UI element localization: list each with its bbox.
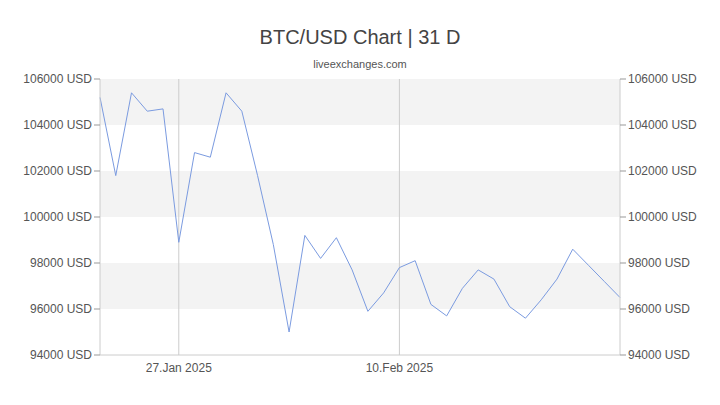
svg-text:100000 USD: 100000 USD: [23, 210, 92, 224]
html-text:liveexchanges.com: liveexchanges.com: [313, 58, 407, 70]
svg-text:96000 USD: 96000 USD: [30, 302, 92, 316]
svg-text:102000 USD: 102000 USD: [628, 164, 697, 178]
svg-text:106000 USD: 106000 USD: [628, 72, 697, 86]
svg-text:94000 USD: 94000 USD: [30, 348, 92, 362]
svg-text:104000 USD: 104000 USD: [628, 118, 697, 132]
svg-text:10.Feb 2025: 10.Feb 2025: [366, 361, 434, 375]
svg-text:98000 USD: 98000 USD: [30, 256, 92, 270]
svg-text:98000 USD: 98000 USD: [628, 256, 690, 270]
html-text:BTC/USD Chart | 31 D: BTC/USD Chart | 31 D: [259, 26, 461, 48]
svg-text:96000 USD: 96000 USD: [628, 302, 690, 316]
svg-text:106000 USD: 106000 USD: [23, 72, 92, 86]
svg-text:104000 USD: 104000 USD: [23, 118, 92, 132]
svg-text:100000 USD: 100000 USD: [628, 210, 697, 224]
svg-text:102000 USD: 102000 USD: [23, 164, 92, 178]
svg-text:27.Jan 2025: 27.Jan 2025: [146, 361, 212, 375]
svg-text:94000 USD: 94000 USD: [628, 348, 690, 362]
